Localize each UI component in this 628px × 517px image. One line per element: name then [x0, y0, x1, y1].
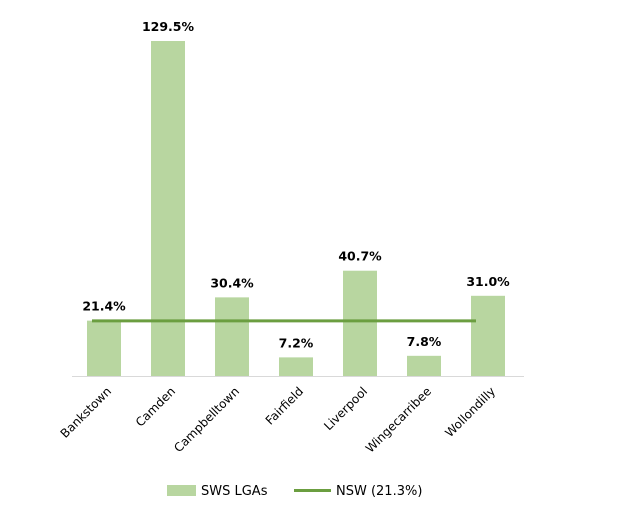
data-labels-group: 21.4% 129.5% 30.4% 7.2% 40.7% 7.8% 31.0%	[82, 19, 510, 350]
bar-wollondilly	[471, 295, 505, 376]
x-tick-wingecarribee: Wingecarribee	[363, 384, 434, 455]
data-label-wollondilly: 31.0%	[466, 274, 510, 289]
data-label-camden: 129.5%	[142, 19, 195, 34]
x-tick-camden: Camden	[133, 384, 178, 429]
x-tick-fairfield: Fairfield	[263, 384, 306, 427]
legend-label-sws-lgas: SWS LGAs	[201, 484, 268, 499]
x-tick-liverpool: Liverpool	[321, 384, 370, 433]
bar-liverpool	[343, 270, 377, 376]
bar-wingecarribee	[407, 355, 441, 376]
data-label-liverpool: 40.7%	[338, 249, 382, 264]
data-label-campbelltown: 30.4%	[210, 275, 254, 290]
bars-group	[87, 41, 505, 376]
x-tick-campbelltown: Campbelltown	[171, 384, 242, 455]
legend-label-nsw: NSW (21.3%)	[336, 484, 422, 499]
bar-campbelltown	[215, 297, 249, 376]
bar-fairfield	[279, 357, 313, 376]
data-label-bankstown: 21.4%	[82, 299, 126, 314]
x-tick-wollondilly: Wollondilly	[442, 384, 498, 440]
legend: SWS LGAs NSW (21.3%)	[167, 484, 422, 499]
data-label-fairfield: 7.2%	[279, 335, 314, 350]
x-tick-bankstown: Bankstown	[58, 384, 114, 440]
bar-bankstown	[87, 320, 121, 376]
bar-camden	[151, 41, 185, 376]
legend-swatch-sws-lgas	[167, 485, 196, 496]
data-label-wingecarribee: 7.8%	[407, 334, 442, 349]
